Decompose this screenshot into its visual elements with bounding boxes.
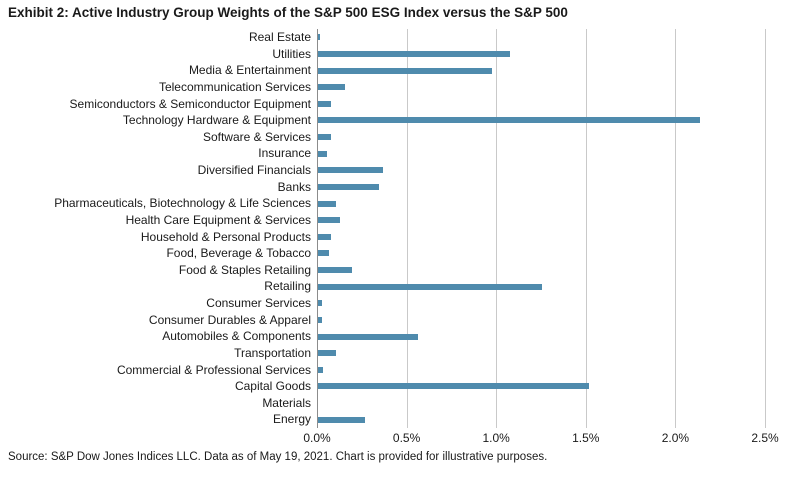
gridline bbox=[765, 29, 766, 428]
category-label: Food, Beverage & Tobacco bbox=[166, 246, 311, 261]
category-label: Health Care Equipment & Services bbox=[125, 212, 311, 227]
bar bbox=[318, 100, 331, 107]
category-label: Pharmaceuticals, Biotechnology & Life Sc… bbox=[54, 196, 311, 211]
gridline bbox=[496, 29, 498, 428]
category-label: Commercial & Professional Services bbox=[116, 362, 311, 377]
x-tick-label: 1.0% bbox=[482, 431, 510, 445]
bar bbox=[318, 416, 365, 423]
x-axis: 0.0% 0.5% 1.0% 1.5% 2.0% 2.5% bbox=[0, 431, 798, 447]
bar bbox=[318, 267, 353, 274]
bar bbox=[318, 167, 383, 174]
source-note: Source: S&P Dow Jones Indices LLC. Data … bbox=[8, 451, 548, 463]
bar bbox=[318, 316, 322, 323]
bar bbox=[318, 300, 322, 307]
bar bbox=[318, 134, 331, 141]
category-label: Food & Staples Retailing bbox=[178, 262, 311, 277]
bar bbox=[318, 183, 379, 190]
category-label: Household & Personal Products bbox=[140, 229, 311, 244]
x-tick-label: 1.5% bbox=[572, 431, 600, 445]
gridline bbox=[585, 29, 587, 428]
bar bbox=[318, 50, 510, 57]
category-label: Technology Hardware & Equipment bbox=[122, 113, 311, 128]
category-label: Materials bbox=[262, 395, 311, 410]
category-label: Semiconductors & Semiconductor Equipment bbox=[69, 96, 311, 111]
category-label: Consumer Services bbox=[206, 296, 311, 310]
category-label: Retailing bbox=[264, 279, 311, 294]
bar bbox=[318, 333, 419, 340]
category-label: Capital Goods bbox=[234, 379, 311, 394]
category-label: Media & Entertainment bbox=[188, 63, 311, 78]
bar bbox=[318, 84, 345, 91]
category-label: Telecommunication Services bbox=[158, 79, 311, 94]
gridline bbox=[675, 29, 677, 428]
gridline bbox=[406, 29, 408, 428]
x-tick-label: 2.5% bbox=[751, 431, 779, 445]
category-label: Software & Services bbox=[202, 129, 311, 144]
x-tick-label: 0.5% bbox=[392, 431, 421, 445]
bar bbox=[318, 67, 492, 74]
bar bbox=[318, 233, 331, 240]
zero-axis-line bbox=[317, 29, 318, 428]
category-label: Banks bbox=[277, 179, 311, 194]
bar bbox=[318, 366, 324, 373]
bar bbox=[318, 200, 336, 207]
category-label: Diversified Financials bbox=[197, 163, 311, 177]
bar bbox=[318, 350, 336, 357]
x-tick-label: 2.0% bbox=[661, 431, 690, 445]
category-label: Energy bbox=[272, 412, 311, 427]
plot-area bbox=[317, 29, 777, 428]
category-label: Consumer Durables & Apparel bbox=[148, 312, 311, 327]
bar bbox=[318, 250, 329, 257]
category-label: Automobiles & Components bbox=[162, 329, 311, 344]
bar bbox=[318, 217, 340, 224]
category-label: Utilities bbox=[272, 46, 311, 61]
bar bbox=[318, 117, 700, 124]
bar bbox=[318, 150, 327, 157]
bar bbox=[318, 383, 589, 390]
category-axis: Real Estate Utilities Media & Entertainmen… bbox=[0, 29, 311, 428]
category-label: Transportation bbox=[234, 345, 311, 360]
x-tick-label: 0.0% bbox=[303, 431, 331, 445]
category-label: Real Estate bbox=[248, 30, 311, 44]
bar bbox=[318, 34, 320, 41]
bar bbox=[318, 283, 542, 290]
chart-title: Exhibit 2: Active Industry Group Weights… bbox=[8, 5, 568, 20]
category-label: Insurance bbox=[258, 146, 311, 161]
